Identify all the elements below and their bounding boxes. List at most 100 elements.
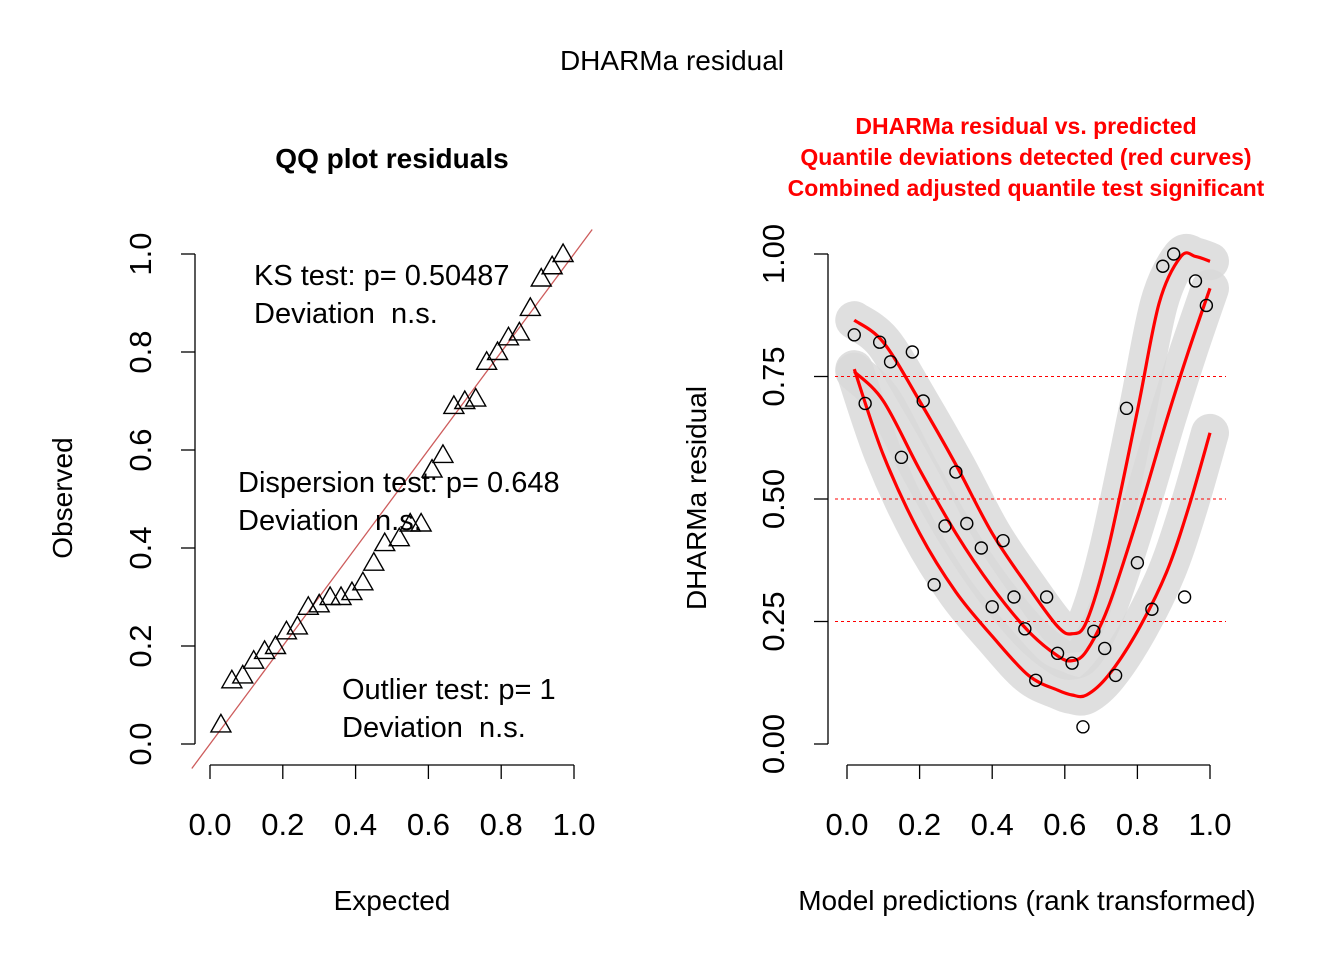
residual-point [1087, 624, 1101, 638]
residual-x-tick-label: 0.4 [971, 807, 1014, 842]
qq-plot-title: QQ plot residuals [275, 143, 508, 174]
residual-point [872, 335, 887, 349]
qq-point [275, 619, 298, 640]
qq-point [351, 570, 375, 591]
residual-point [1108, 668, 1123, 683]
qq-point [486, 340, 509, 361]
qq-annotation-line: Deviation n.s. [254, 298, 438, 330]
qq-point [431, 443, 455, 464]
residual-points [847, 247, 1214, 734]
figure-title: DHARMa residual [560, 45, 784, 76]
qq-y-tick-label: 0.4 [123, 526, 158, 569]
qq-y-tick-label: 1.0 [123, 232, 158, 275]
qq-point [409, 512, 433, 532]
residual-point [949, 465, 963, 479]
residual-point [894, 450, 909, 465]
residual-point [916, 394, 930, 408]
residual-point [1098, 641, 1112, 656]
residual-x-tick-label: 0.6 [1043, 807, 1086, 842]
residual-point [1188, 274, 1203, 288]
residual-point [1166, 247, 1181, 261]
residual-title-line: Combined adjusted quantile test signific… [788, 175, 1265, 201]
qq-point [264, 634, 287, 655]
residual-point [1007, 590, 1021, 604]
qq-annotation-line: Deviation n.s. [238, 505, 422, 537]
qq-reference-line [191, 229, 593, 769]
qq-x-tick-label: 0.8 [480, 807, 523, 842]
quantile-curve [852, 368, 1212, 699]
residual-x-axis-title: Model predictions (rank transformed) [798, 885, 1256, 916]
qq-x-axis-title: Expected [334, 885, 451, 916]
residual-x-tick-label: 1.0 [1188, 807, 1231, 842]
residual-x-tick-label: 0.8 [1116, 807, 1159, 842]
qq-y-tick-label: 0.6 [123, 428, 158, 471]
qq-point [318, 585, 342, 606]
qq-point [340, 580, 364, 601]
qq-point [475, 350, 498, 370]
quantile-curves [852, 251, 1212, 699]
qq-point [551, 242, 575, 263]
residual-point [1145, 602, 1159, 616]
residual-plot-title: DHARMa residual vs. predicted Quantile de… [788, 113, 1265, 201]
qq-x-tick-label: 1.0 [552, 807, 595, 842]
qq-y-tick-label: 0.8 [123, 330, 158, 373]
qq-x-tick-label: 0.0 [188, 807, 231, 842]
qq-point [530, 267, 553, 287]
residual-y-tick-label: 0.50 [756, 469, 791, 529]
qq-point [286, 614, 309, 635]
qq-x-axis: 0.0 0.2 0.4 0.6 0.8 1.0 [188, 764, 596, 842]
residual-point [1018, 622, 1032, 636]
qq-point [329, 585, 353, 606]
quantile-curve [853, 251, 1211, 636]
qq-point [253, 639, 276, 660]
residual-title-line: DHARMa residual vs. predicted [855, 113, 1196, 139]
qq-annotation-line: Dispersion test: p= 0.648 [238, 467, 560, 499]
residual-point [1039, 590, 1054, 604]
qq-annotation-line: Outlier test: p= 1 [342, 674, 556, 706]
qq-annotation-line: KS test: p= 0.50487 [254, 260, 510, 292]
qq-x-tick-label: 0.6 [407, 807, 450, 842]
qq-annotation-line: Deviation n.s. [342, 712, 526, 744]
qq-points [209, 242, 575, 733]
qq-plot-panel: QQ plot residuals 0.0 0.2 0.4 0.6 0.8 1.0 0.0… [47, 143, 596, 916]
qq-x-tick-label: 0.4 [334, 807, 377, 842]
residual-x-tick-label: 0.0 [825, 807, 868, 842]
qq-point [508, 320, 531, 341]
residual-y-tick-label: 1.00 [756, 224, 791, 284]
residual-y-axis: 0.00 0.25 0.50 0.75 1.00 [756, 224, 829, 774]
residual-y-tick-label: 0.75 [756, 346, 791, 406]
qq-point [373, 531, 396, 552]
qq-point [398, 512, 422, 532]
qq-x-tick-label: 0.2 [261, 807, 304, 842]
residual-point [996, 533, 1010, 548]
residual-point [938, 519, 952, 533]
qq-y-tick-label: 0.2 [123, 624, 158, 667]
residual-y-axis-title: DHARMa residual [681, 386, 712, 610]
qq-point [519, 296, 542, 317]
qq-point [540, 254, 564, 275]
residual-point [1199, 298, 1214, 313]
qq-point [231, 663, 254, 684]
qq-point [220, 668, 244, 689]
residual-point [974, 541, 989, 555]
residual-y-tick-label: 0.25 [756, 591, 791, 651]
residual-point [858, 396, 872, 411]
qq-y-axis: 0.0 0.2 0.4 0.6 0.8 1.0 [123, 232, 196, 766]
residual-point [883, 355, 898, 369]
qq-point [420, 458, 444, 478]
residual-y-tick-label: 0.00 [756, 714, 791, 774]
qq-point [464, 387, 487, 407]
residual-point [847, 328, 861, 342]
qq-y-tick-label: 0.0 [123, 722, 158, 765]
qq-y-axis-title: Observed [47, 437, 78, 558]
residual-point [1177, 590, 1192, 604]
residual-point [927, 578, 941, 592]
qq-point [388, 526, 411, 547]
quantile-reference-lines [835, 376, 1226, 622]
residual-point [960, 516, 974, 531]
residual-point [1065, 656, 1079, 670]
quantile-curve [853, 287, 1212, 663]
residual-point [1130, 556, 1145, 570]
residual-point [1029, 673, 1043, 687]
